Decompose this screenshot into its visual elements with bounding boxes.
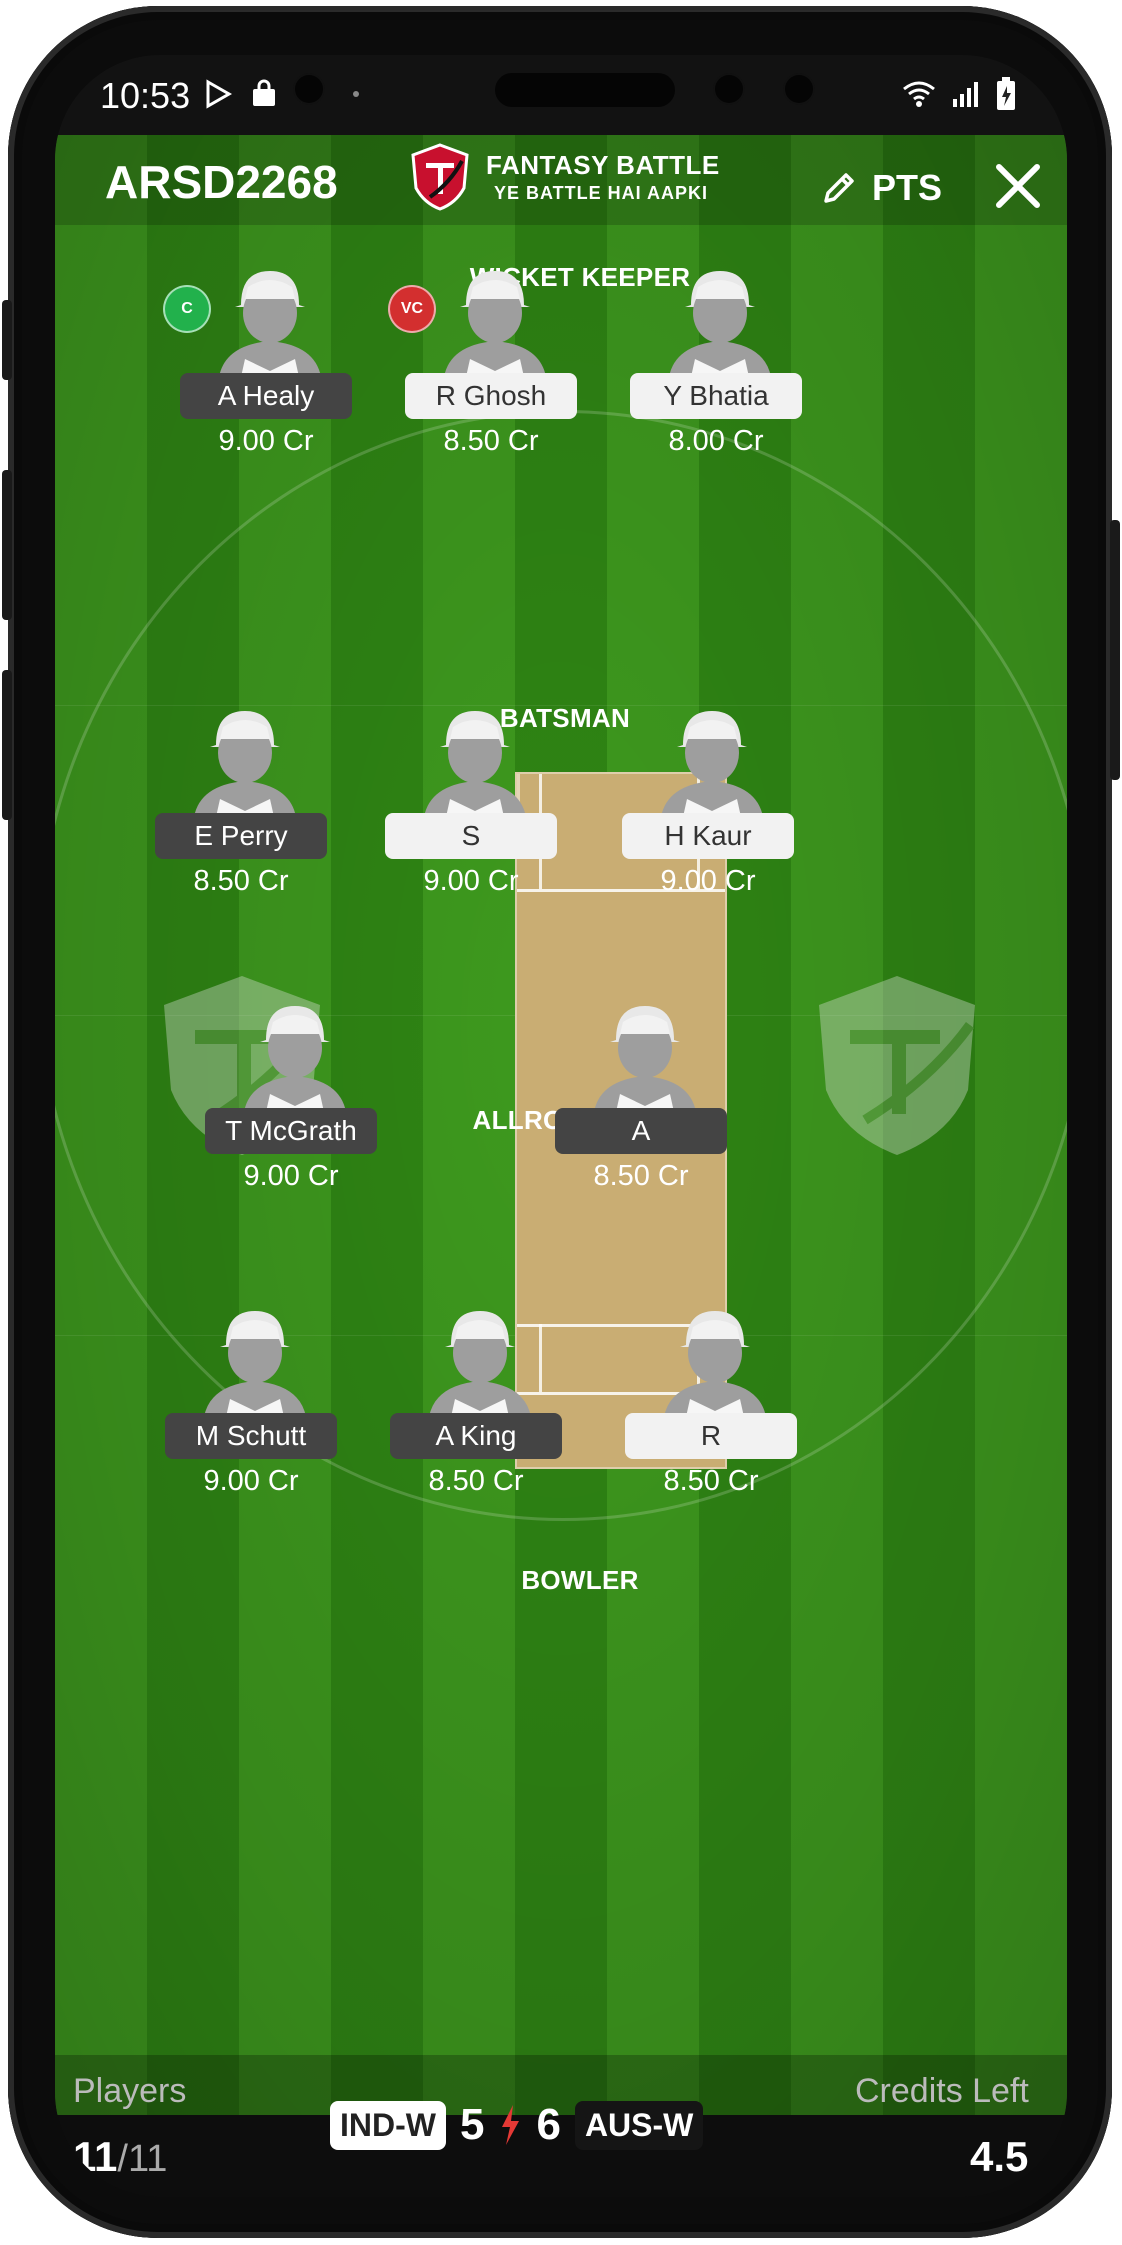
player-card[interactable]: S 9.00 Cr [380,705,570,905]
player-name: E Perry [155,813,327,859]
players-label: Players [73,2072,187,2110]
status-time: 10:53 [100,75,191,116]
person-silhouette-icon [669,271,771,377]
person-silhouette-icon [194,711,296,817]
player-name: A Healy [180,373,352,419]
signal-icon [953,82,978,107]
player-credits: 9.00 Cr [218,425,314,457]
dot-icon [353,91,359,97]
person-silhouette-icon [664,1311,766,1417]
power-button [1110,520,1120,780]
app-screen: 10:53 ARSD2268 FANTASY BATTLE YE BATTLE … [55,55,1067,2197]
player-name: A King [390,1413,562,1459]
player-card[interactable]: Y Bhatia 8.00 Cr [625,265,815,465]
pencil-icon [824,173,854,203]
wifi-icon [903,81,935,107]
team-split: IND-W 5 6 AUS-W [330,2100,704,2150]
players-selected: 11 [73,2133,118,2180]
captain-badge: C [163,285,211,333]
speaker-notch [495,73,675,107]
player-card[interactable]: E Perry 8.50 Cr [150,705,340,905]
player-credits: 9.00 Cr [660,865,756,897]
person-silhouette-icon [244,1006,346,1112]
sensor-dot [295,75,323,103]
battery-icon [997,77,1015,110]
player-credits: 9.00 Cr [203,1465,299,1497]
header-bar [55,135,1067,225]
player-name: R [625,1413,797,1459]
footer-bar [55,2055,1067,2197]
sensor-dot [785,75,813,103]
player-name: T McGrath [205,1108,377,1154]
player-name: S [385,813,557,859]
player-credits: 9.00 Cr [423,865,519,897]
player-card[interactable]: A Healy 9.00 Cr C [163,265,365,465]
team2-pill: AUS-W [574,2100,704,2150]
section-batsman: BATSMAN [499,703,631,733]
person-silhouette-icon [444,271,546,377]
side-button [2,670,12,820]
person-silhouette-icon [219,271,321,377]
team1-pill: IND-W [330,2100,446,2150]
player-name: H Kaur [622,813,794,859]
person-silhouette-icon [204,1311,306,1417]
shield-watermark-icon [819,976,975,1155]
team1-count: 5 [459,2100,485,2149]
player-credits: 8.00 Cr [668,425,764,457]
lightning-icon [502,2105,520,2145]
player-card[interactable]: A King 8.50 Cr [385,1305,575,1505]
player-name: R Ghosh [405,373,577,419]
status-notification-icons [203,79,371,109]
brand-tagline: YE BATTLE HAI AAPKI [494,183,709,203]
player-card[interactable]: T McGrath 9.00 Cr [200,1000,390,1200]
shield-logo-icon [411,143,469,211]
credits-left: 4.5 [970,2133,1029,2180]
player-credits: 8.50 Cr [593,1160,689,1192]
player-name: M Schutt [165,1413,337,1459]
team-code: ARSD2268 [105,156,338,208]
side-button [2,470,12,620]
edit-points-button[interactable]: PTS [820,167,942,209]
brand-logo: FANTASY BATTLE YE BATTLE HAI AAPKI [410,143,720,211]
status-system-icons [901,77,1017,111]
player-name: A [555,1108,727,1154]
players-total: /11 [117,2138,168,2180]
player-credits: 8.50 Cr [663,1465,759,1497]
person-silhouette-icon [661,711,763,817]
play-store-icon [206,79,233,109]
players-count: 11/11 [73,2133,167,2181]
close-icon[interactable] [995,163,1041,209]
player-credits: 8.50 Cr [193,865,289,897]
player-card[interactable]: M Schutt 9.00 Cr [160,1305,350,1505]
section-bowler: BOWLER [521,1565,639,1595]
player-card[interactable]: R 8.50 Cr [620,1305,810,1505]
shopping-bag-icon [253,79,275,106]
vice-captain-badge: VC [388,285,436,333]
side-button [2,300,12,380]
pts-label: PTS [872,167,943,208]
person-silhouette-icon [424,711,526,817]
brand-title: FANTASY BATTLE [486,150,720,180]
player-card[interactable]: R Ghosh 8.50 Cr VC [388,265,590,465]
player-card[interactable]: H Kaur 9.00 Cr [617,705,807,905]
person-silhouette-icon [429,1311,531,1417]
player-credits: 8.50 Cr [428,1465,524,1497]
player-credits: 8.50 Cr [443,425,539,457]
person-silhouette-icon [594,1006,696,1112]
player-name: Y Bhatia [630,373,802,419]
front-camera [715,75,743,103]
credits-label: Credits Left [855,2072,1029,2110]
team2-count: 6 [536,2100,561,2149]
status-bar: 10:53 [55,55,1067,135]
player-card[interactable]: A 8.50 Cr [550,1000,740,1200]
player-credits: 9.00 Cr [243,1160,339,1192]
